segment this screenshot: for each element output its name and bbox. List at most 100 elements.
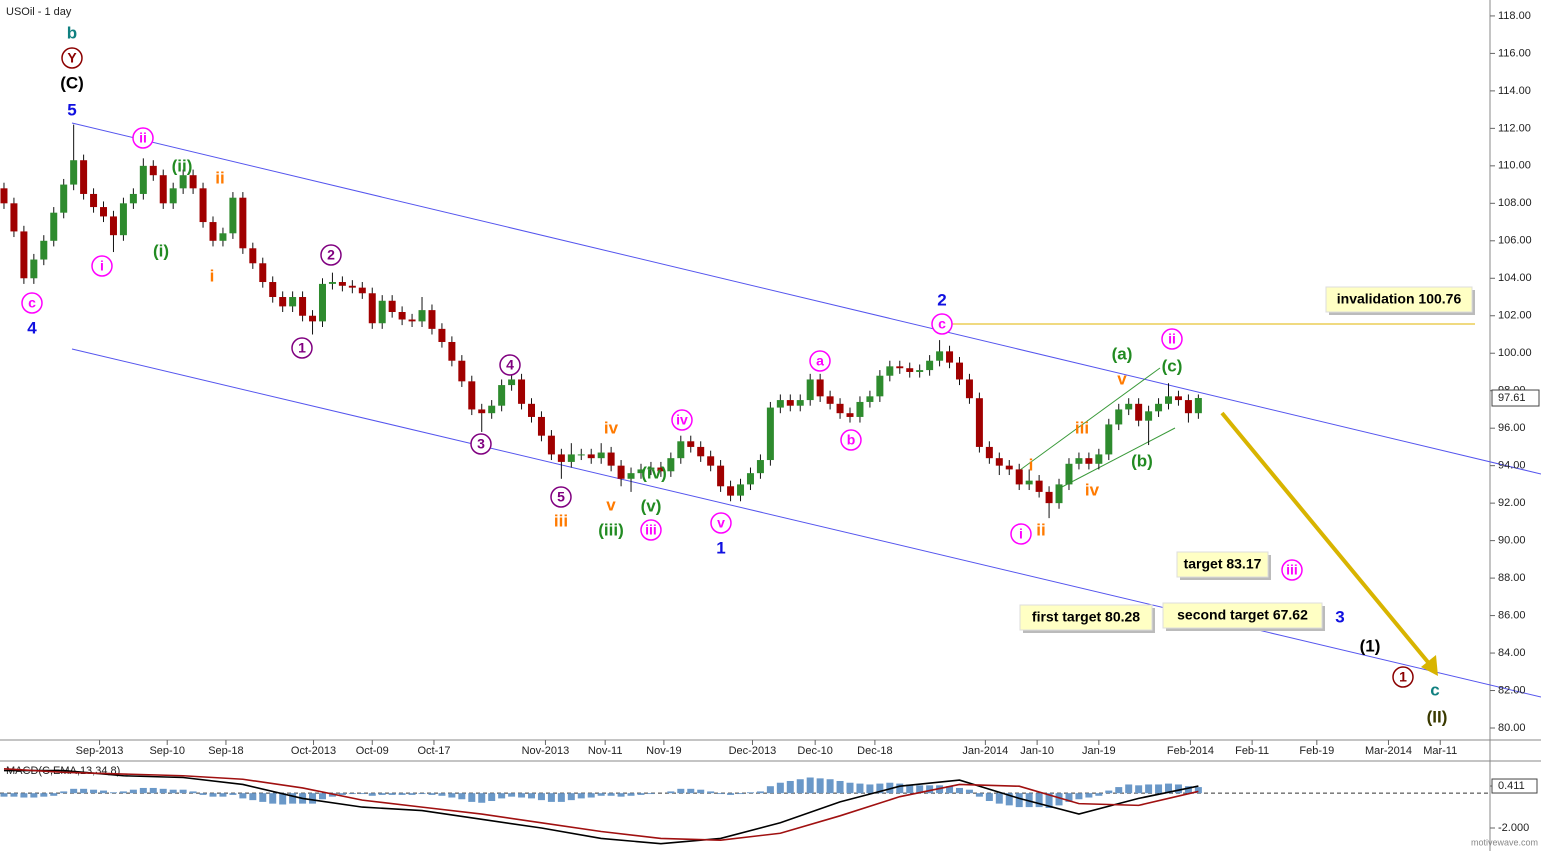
candle-body <box>1145 411 1153 421</box>
wave-circle <box>21 292 43 314</box>
candle-body <box>10 203 18 232</box>
x-tick-label: Oct-09 <box>356 745 389 757</box>
wave-label: 2 <box>327 247 335 263</box>
target-box <box>1325 286 1473 313</box>
histogram-bar <box>70 788 78 794</box>
wave-label: (b) <box>1131 451 1153 470</box>
candle-body <box>1184 400 1192 414</box>
candle-body <box>876 375 884 397</box>
candle-body <box>657 467 665 472</box>
histogram-bar <box>478 793 486 803</box>
wave-label: c <box>1430 680 1439 699</box>
candle-body <box>985 446 993 459</box>
candle-body <box>567 454 575 462</box>
histogram-bar <box>707 791 715 794</box>
wave-label: 5 <box>557 489 565 505</box>
histogram-bar <box>259 793 267 802</box>
histogram-bar <box>518 793 526 798</box>
histogram-bar <box>1194 787 1202 794</box>
candle-body <box>697 446 705 457</box>
y-tick-label: 112.00 <box>1498 122 1531 134</box>
histogram-bar <box>398 793 406 795</box>
wave-label: (i) <box>153 241 169 260</box>
candle-body <box>687 441 695 447</box>
channel-line <box>71 348 1541 698</box>
wave-label: c <box>938 316 946 332</box>
histogram-bar <box>1015 793 1023 808</box>
wave-label: i <box>100 258 104 274</box>
histogram-bar <box>448 793 456 798</box>
y-tick-label: 116.00 <box>1498 47 1531 59</box>
candle-body <box>309 315 317 322</box>
candle-body <box>159 175 167 204</box>
candle-body <box>617 465 625 479</box>
candle-body <box>946 351 954 363</box>
last-price-label: 97.61 <box>1498 392 1526 404</box>
wave-label: iv <box>1085 480 1100 499</box>
histogram-bar <box>1105 790 1113 794</box>
histogram-bar <box>199 793 207 795</box>
candle-body <box>1025 480 1033 485</box>
candle-body <box>60 184 68 213</box>
histogram-bar <box>348 793 356 795</box>
candle-body <box>149 165 157 176</box>
x-tick-label: Feb-19 <box>1299 745 1334 757</box>
candle-body <box>756 460 764 474</box>
wave-label: c <box>28 295 36 311</box>
candle-body <box>1105 424 1113 455</box>
candle-body <box>1174 396 1182 401</box>
wave-label: iii <box>1286 562 1298 578</box>
candle-body <box>418 310 426 322</box>
chart-title: USOil - 1 day <box>6 6 72 18</box>
candle-body <box>80 160 88 194</box>
histogram-bar <box>289 793 297 804</box>
histogram-bar <box>607 793 615 796</box>
channel-line <box>1019 367 1161 471</box>
histogram-bar <box>946 786 954 794</box>
histogram-bar <box>318 793 326 800</box>
histogram-bar <box>1045 793 1053 808</box>
wave-label: iv <box>676 412 688 428</box>
wave-label: 4 <box>27 318 37 337</box>
candle-body <box>1095 454 1103 464</box>
candle-body <box>1115 409 1123 425</box>
candle-body <box>975 398 983 447</box>
y-tick-label: 96.00 <box>1498 422 1526 434</box>
histogram-bar <box>627 793 635 796</box>
histogram-bar <box>796 779 804 794</box>
histogram-bar <box>1025 793 1033 808</box>
histogram-bar <box>1005 793 1013 806</box>
candle-body <box>318 283 326 322</box>
candle-body <box>1065 463 1073 485</box>
histogram-bar <box>109 792 117 794</box>
value-box <box>1491 778 1538 794</box>
candle-body <box>1085 458 1093 464</box>
wave-label: 5 <box>67 100 76 119</box>
candle-body <box>866 396 874 402</box>
wave-circle <box>710 512 732 534</box>
wave-circle <box>550 486 572 508</box>
x-tick-label: Dec-10 <box>797 745 832 757</box>
histogram-bar <box>826 779 834 794</box>
wave-label: ii <box>215 168 224 187</box>
candle-body <box>338 282 346 286</box>
histogram-bar <box>1135 785 1143 794</box>
histogram-bar <box>667 791 675 794</box>
histogram-bar <box>10 793 18 797</box>
y-tick-label: 100.00 <box>1498 347 1532 359</box>
histogram-bar <box>1184 786 1192 794</box>
histogram-bar <box>428 793 436 795</box>
x-tick-label: Jan-2014 <box>962 745 1008 757</box>
x-tick-label: Feb-2014 <box>1167 745 1214 757</box>
histogram-bar <box>279 793 287 805</box>
histogram-bar <box>458 793 466 800</box>
x-tick-label: Feb-11 <box>1235 745 1269 757</box>
histogram-bar <box>80 788 88 794</box>
histogram-bar <box>189 791 197 794</box>
x-tick-label: Nov-2013 <box>522 745 570 757</box>
wave-label: 2 <box>937 290 946 309</box>
wave-label: v <box>1117 369 1127 388</box>
target-label: first target 80.28 <box>1032 609 1140 625</box>
histogram-bar <box>528 793 536 799</box>
histogram-bar <box>1125 784 1133 794</box>
